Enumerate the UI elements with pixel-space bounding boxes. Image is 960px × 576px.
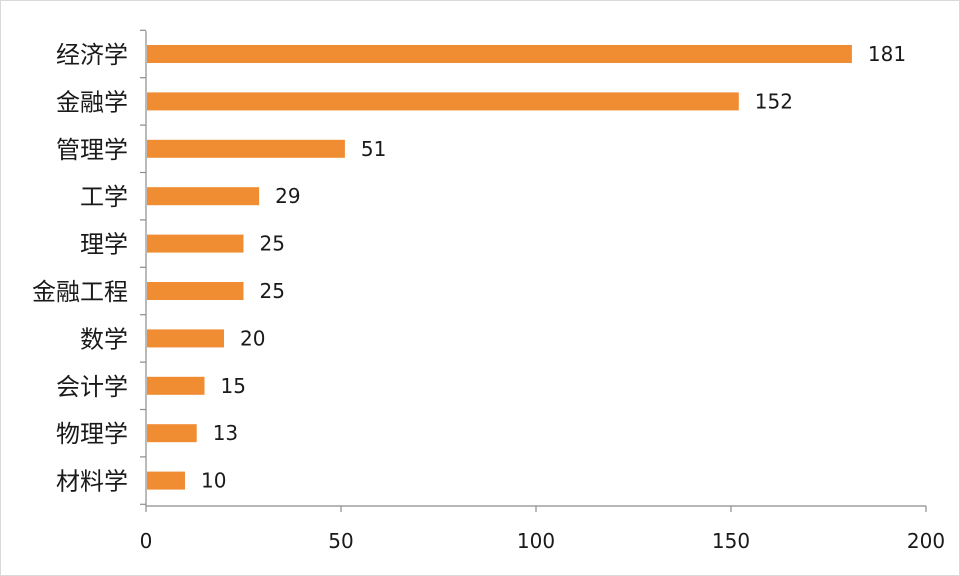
- x-tick-label: 200: [907, 529, 945, 553]
- bar: [147, 424, 197, 443]
- category-label: 工学: [80, 183, 128, 211]
- category-label: 材料学: [56, 468, 128, 496]
- data-label: 152: [755, 89, 793, 113]
- data-label: 181: [868, 42, 906, 66]
- bar: [147, 92, 739, 111]
- x-tick-label: 0: [140, 529, 153, 553]
- bar: [147, 329, 224, 348]
- category-label: 数学: [80, 325, 128, 353]
- bar: [147, 376, 205, 395]
- x-tick-label: 100: [517, 529, 555, 553]
- data-label: 25: [260, 279, 285, 303]
- bar: [147, 234, 244, 253]
- x-tick-label: 50: [328, 529, 353, 553]
- category-label: 物理学: [56, 420, 128, 448]
- bar: [147, 471, 185, 490]
- data-label: 25: [260, 232, 285, 256]
- category-label: 金融学: [56, 88, 128, 116]
- bar: [147, 282, 244, 300]
- data-label: 15: [221, 374, 246, 398]
- category-label: 经济学: [56, 41, 128, 69]
- category-label: 理学: [80, 231, 128, 259]
- data-label: 51: [361, 137, 386, 161]
- data-label: 13: [213, 421, 238, 445]
- data-label: 20: [240, 326, 265, 350]
- x-tick-label: 150: [712, 529, 750, 553]
- bar: [147, 45, 852, 63]
- bar: [147, 139, 345, 158]
- data-label: 29: [275, 184, 300, 208]
- category-label: 管理学: [56, 136, 128, 164]
- category-label: 会计学: [56, 373, 128, 401]
- category-label: 金融工程: [32, 278, 128, 306]
- data-label: 10: [201, 469, 226, 493]
- bar: [147, 187, 260, 206]
